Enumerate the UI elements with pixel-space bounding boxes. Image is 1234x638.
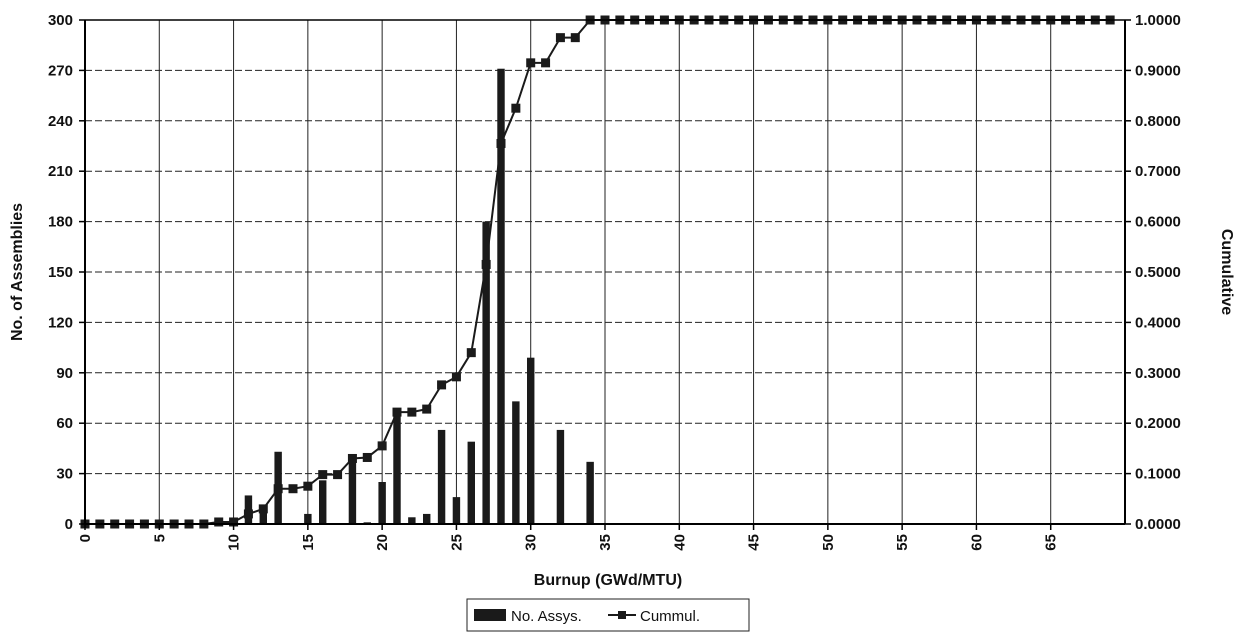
x-axis-title: Burnup (GWd/MTU) xyxy=(534,572,682,589)
y2-tick-label: 0.4000 xyxy=(1135,314,1181,331)
legend-item-line: Cummul. xyxy=(640,608,700,625)
x-tick-label: 35 xyxy=(597,534,614,551)
grid xyxy=(85,20,1125,524)
y-tick-label: 300 xyxy=(48,12,73,29)
bar xyxy=(586,461,594,524)
legend-marker xyxy=(618,611,626,619)
bar xyxy=(378,482,386,524)
y-tick-label: 270 xyxy=(48,62,73,79)
x-axis-ticks: 0 5 10 15 20 25 30 35 40 45 50 55 60 65 xyxy=(77,524,1060,551)
bar xyxy=(452,497,461,524)
cumulative-marker xyxy=(570,33,580,43)
cumulative-marker xyxy=(333,470,343,480)
bar xyxy=(467,441,475,524)
y-tick-label: 150 xyxy=(48,264,73,281)
y-tick-label: 0 xyxy=(65,516,73,533)
y-axis-title: No. of Assemblies xyxy=(9,203,26,341)
cumulative-marker xyxy=(377,441,387,451)
x-tick-label: 5 xyxy=(151,534,168,542)
cumulative-marker xyxy=(288,484,298,494)
cumulative-marker xyxy=(496,138,506,148)
cumulative-marker xyxy=(347,453,357,463)
legend: No. Assys. Cummul. xyxy=(466,598,750,632)
bar xyxy=(348,456,357,524)
cumulative-marker xyxy=(481,259,491,269)
bar-series xyxy=(215,68,594,524)
cumulative-marker xyxy=(511,103,521,113)
x-tick-label: 60 xyxy=(968,534,985,551)
y-tick-label: 180 xyxy=(48,214,73,231)
x-tick-label: 10 xyxy=(226,534,243,551)
x-tick-label: 25 xyxy=(448,534,465,551)
y-tick-label: 90 xyxy=(56,365,73,382)
x-tick-label: 50 xyxy=(820,534,837,551)
cumulative-marker xyxy=(541,58,551,68)
legend-item-bars: No. Assys. xyxy=(511,608,582,625)
x-tick-label: 55 xyxy=(894,534,911,551)
bar xyxy=(482,221,490,524)
bar xyxy=(423,513,431,524)
cumulative-marker xyxy=(318,470,328,480)
y-tick-label: 120 xyxy=(48,314,73,331)
legend-bar-swatch xyxy=(474,609,506,621)
x-tick-label: 40 xyxy=(671,534,688,551)
x-tick-label: 45 xyxy=(746,534,763,551)
y2-tick-label: 0.8000 xyxy=(1135,113,1181,130)
y2-tick-label: 0.0000 xyxy=(1135,516,1181,533)
y-tick-label: 210 xyxy=(48,163,73,180)
cumulative-marker xyxy=(466,348,476,358)
y2-tick-label: 0.2000 xyxy=(1135,415,1181,432)
bar xyxy=(556,429,565,524)
x-tick-label: 65 xyxy=(1043,534,1060,551)
bar xyxy=(319,480,327,524)
y-tick-label: 60 xyxy=(56,415,73,432)
cumulative-marker xyxy=(273,484,283,494)
bar xyxy=(437,429,446,524)
y2-axis-title: Cumulative xyxy=(1218,229,1234,315)
bar xyxy=(497,68,505,524)
cumulative-marker xyxy=(526,58,536,68)
bar xyxy=(393,416,401,524)
x-tick-label: 15 xyxy=(300,534,317,551)
bar xyxy=(408,517,416,524)
cumulative-marker xyxy=(392,407,402,417)
bar xyxy=(527,357,535,524)
cumulative-marker xyxy=(407,407,417,417)
cumulative-marker xyxy=(229,517,239,527)
cumulative-marker xyxy=(555,33,565,43)
cumulative-marker xyxy=(437,380,447,390)
cumulative-marker xyxy=(362,452,372,462)
y2-tick-label: 0.7000 xyxy=(1135,163,1181,180)
cumulative-marker xyxy=(451,372,461,382)
y2-tick-label: 0.9000 xyxy=(1135,62,1181,79)
y2-tick-label: 0.1000 xyxy=(1135,466,1181,483)
cumulative-marker xyxy=(243,509,253,519)
y-tick-label: 30 xyxy=(56,466,73,483)
left-axis-ticks: 0 30 60 90 120 150 180 210 240 270 300 xyxy=(48,12,85,533)
y2-tick-label: 0.6000 xyxy=(1135,214,1181,231)
y2-tick-label: 0.3000 xyxy=(1135,365,1181,382)
right-axis-ticks: 0.0000 0.1000 0.2000 0.3000 0.4000 0.5000 0.60… xyxy=(1125,12,1181,533)
y2-tick-label: 0.5000 xyxy=(1135,264,1181,281)
cumulative-marker xyxy=(422,404,432,414)
cumulative-marker xyxy=(258,504,268,514)
x-tick-label: 30 xyxy=(523,534,540,551)
x-tick-label: 0 xyxy=(77,534,94,542)
bar xyxy=(512,401,520,524)
bar xyxy=(259,510,267,524)
cumulative-marker xyxy=(303,481,313,491)
cumulative-marker xyxy=(214,517,224,527)
bar xyxy=(304,513,312,524)
y-tick-label: 240 xyxy=(48,113,73,130)
y2-tick-label: 1.0000 xyxy=(1135,12,1181,29)
x-tick-label: 20 xyxy=(374,534,391,551)
